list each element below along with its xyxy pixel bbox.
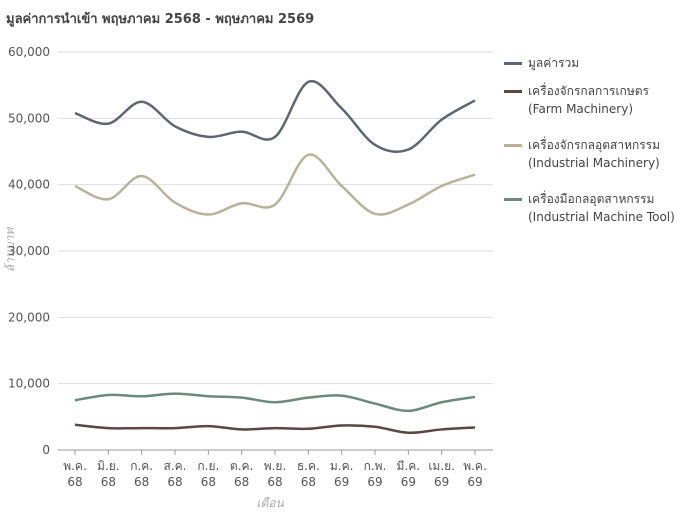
series-line [74, 423, 476, 435]
legend-swatch [504, 62, 522, 65]
x-tick-label: ธ.ค. 68 [296, 459, 320, 489]
legend-label: มูลค่ารวม [528, 56, 580, 70]
chart-title: มูลค่าการนำเข้า พฤษภาคม 2568 - พฤษภาคม 2… [6, 12, 315, 27]
y-tick-label: 30,000 [8, 244, 50, 258]
series-line [74, 79, 476, 153]
x-tick-label: พ.ค. 69 [463, 459, 487, 489]
x-tick-label: มี.ค. 69 [396, 459, 421, 489]
y-tick-label: 20,000 [8, 310, 50, 324]
x-tick-label: พ.ค. 68 [63, 459, 87, 489]
y-tick-label: 60,000 [8, 45, 50, 59]
x-tick-label: ก.พ. 69 [363, 459, 387, 489]
y-tick-label: 50,000 [8, 111, 50, 125]
series-line [74, 392, 476, 413]
x-axis-label: เดือน [256, 496, 284, 510]
y-axis-label: ล้านบาท [3, 227, 17, 273]
y-tick-label: 10,000 [8, 377, 50, 391]
series-line [74, 153, 476, 216]
x-tick-label: ส.ค. 68 [163, 459, 187, 489]
legend-swatch [504, 90, 522, 93]
legend-label: เครื่องจักรกลการเกษตร (Farm Machinery) [528, 84, 649, 116]
legend-label: เครื่องมือกลอุตสาหกรรม (Industrial Machi… [528, 192, 675, 224]
x-tick-label: ก.ค. 68 [130, 459, 154, 489]
x-tick-label: เม.ย. 69 [428, 459, 455, 489]
x-tick-label: ก.ย. 68 [197, 459, 220, 489]
legend-swatch [504, 198, 522, 201]
y-tick-label: 0 [42, 443, 50, 457]
x-tick-label: พ.ย. 68 [263, 459, 287, 489]
x-tick-label: ต.ค. 68 [229, 459, 254, 489]
x-tick-label: ม.ค. 69 [329, 459, 354, 489]
x-tick-label: มิ.ย. 68 [97, 459, 120, 489]
legend-swatch [504, 144, 522, 147]
legend-label: เครื่องจักรกลอุตสาหกรรม (Industrial Mach… [528, 138, 661, 170]
y-tick-label: 40,000 [8, 178, 50, 192]
